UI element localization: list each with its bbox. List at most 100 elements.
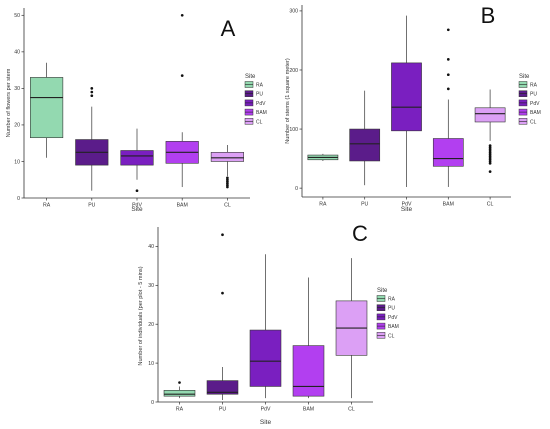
y-tick-label: 50	[14, 13, 20, 19]
x-axis-title: Site	[401, 206, 413, 213]
y-axis-title: Number of individuals (per plot - 5 mins…	[138, 266, 144, 365]
box-body	[120, 150, 154, 166]
outlier-point	[446, 58, 450, 61]
outlier-point	[221, 233, 224, 237]
box-ra	[163, 381, 196, 399]
y-tick-label: 30	[14, 86, 20, 92]
outlier-point	[226, 176, 229, 180]
legend-item-cl: CL	[518, 118, 537, 125]
legend-label: PU	[530, 92, 537, 98]
legend-item-pu: PU	[376, 304, 395, 312]
outlier-point	[221, 291, 224, 295]
legend-label: BAM	[256, 110, 267, 116]
legend-label: RA	[388, 297, 396, 303]
box-pu	[75, 87, 109, 191]
box-cl	[210, 145, 244, 189]
x-tick-label: RA	[319, 202, 327, 208]
legend-item-pdv: PdV	[518, 99, 540, 107]
box-pu	[349, 90, 381, 186]
legend-item-bam: BAM	[376, 322, 399, 330]
legend-label: BAM	[530, 110, 541, 116]
legend-item-bam: BAM	[518, 108, 541, 116]
chart-panel-b: 0 100 200 300 RA PU PdV BAM CL Site Number of stem…	[285, 3, 541, 213]
legend-item-bam: BAM	[244, 108, 267, 116]
y-tick-label: 20	[14, 123, 20, 129]
chart-panel-a: 0 10 20 30 40 50 RA PU PdV BAM CL Site Number of flo…	[6, 8, 267, 213]
outlier-point	[178, 381, 181, 384]
x-tick-label: BAM	[177, 203, 188, 209]
y-tick-label: 30	[148, 283, 154, 289]
box-body	[432, 138, 464, 167]
outlier-point	[90, 90, 94, 94]
legend-label: PU	[256, 92, 263, 98]
legend-label: BAM	[388, 324, 399, 330]
legend-title: Site	[519, 74, 530, 80]
box-body	[206, 380, 239, 395]
legend-item-cl: CL	[244, 118, 263, 125]
y-tick-label: 0	[151, 400, 154, 406]
y-tick-label: 0	[17, 196, 20, 202]
box-pu	[206, 233, 239, 401]
legend-item-pu: PU	[518, 90, 537, 98]
outlier-point	[90, 87, 94, 90]
legend-label: RA	[530, 83, 538, 89]
box-pdv	[120, 128, 154, 193]
x-tick-label: CL	[224, 203, 231, 209]
y-tick-label: 0	[295, 186, 298, 192]
box-body	[249, 329, 282, 387]
chart-panel-c: 0 10 20 30 40 RA PU PdV BAM CL Site Number of indiv…	[138, 221, 399, 426]
x-tick-label: PdV	[261, 407, 271, 413]
box-body	[163, 390, 196, 397]
legend-label: PdV	[388, 315, 398, 321]
outlier-point	[446, 28, 450, 32]
legend-label: PU	[388, 306, 395, 312]
box-body	[349, 128, 381, 162]
x-axis-title: Site	[131, 206, 143, 213]
legend-title: Site	[377, 288, 388, 294]
y-tick-label: 100	[289, 127, 298, 133]
box-bam	[165, 13, 199, 188]
outlier-point	[180, 74, 184, 77]
legend-item-ra: RA	[244, 81, 264, 89]
outlier-point	[135, 189, 139, 193]
legend-item-pdv: PdV	[376, 313, 398, 321]
box-pdv	[249, 254, 282, 399]
panel-label: C	[352, 221, 368, 246]
outlier-point	[90, 94, 94, 98]
y-tick-label: 20	[148, 322, 154, 328]
box-body	[474, 107, 506, 123]
x-tick-label: PdV	[402, 202, 412, 208]
x-tick-label: CL	[348, 407, 355, 413]
x-tick-label: RA	[43, 203, 51, 209]
panel-label: B	[481, 3, 496, 28]
y-tick-label: 40	[14, 50, 20, 56]
box-bam	[432, 28, 464, 187]
legend-item-ra: RA	[518, 81, 538, 89]
y-tick-label: 10	[148, 361, 154, 367]
legend-label: CL	[256, 119, 263, 125]
x-tick-label: RA	[176, 407, 184, 413]
x-tick-label: PU	[361, 202, 368, 208]
legend-item-cl: CL	[376, 332, 395, 339]
outlier-point	[180, 13, 184, 17]
x-tick-label: BAM	[303, 407, 314, 413]
outlier-point	[446, 87, 450, 91]
box-body	[30, 77, 64, 139]
legend-item-pdv: PdV	[244, 99, 266, 107]
legend-label: CL	[388, 333, 395, 339]
panel-label: A	[221, 16, 236, 41]
legend-title: Site	[245, 74, 256, 80]
y-tick-label: 300	[289, 9, 298, 15]
y-tick-label: 40	[148, 244, 154, 250]
x-tick-label: PU	[219, 407, 226, 413]
box-pdv	[391, 15, 422, 187]
legend-item-ra: RA	[376, 295, 396, 303]
legend-label: PdV	[256, 101, 266, 107]
legend-label: CL	[530, 119, 537, 125]
x-tick-label: PU	[88, 203, 95, 209]
box-body	[210, 152, 244, 162]
x-tick-label: BAM	[443, 202, 454, 208]
